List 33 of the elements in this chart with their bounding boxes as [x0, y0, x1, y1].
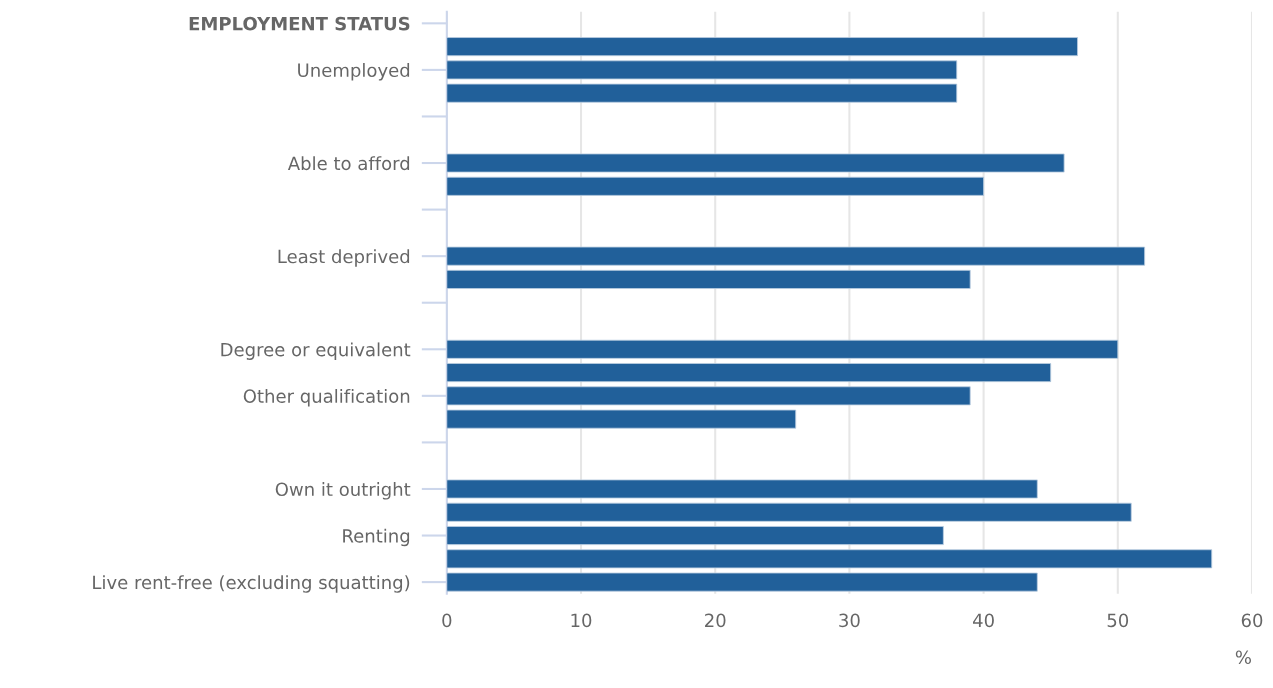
bar — [446, 339, 1119, 359]
bar — [446, 37, 1078, 57]
y-tick-label: Unemployed — [298, 63, 410, 81]
x-tick-label: 60 — [1241, 613, 1263, 628]
bar — [446, 502, 1132, 522]
bar — [446, 572, 1038, 592]
x-axis-title: % — [1235, 650, 1251, 665]
x-tick-label: 10 — [571, 613, 592, 628]
y-tick-label: Live rent-free (excluding squatting) — [93, 575, 410, 593]
bar — [446, 386, 971, 406]
y-tick-label: Renting — [343, 528, 410, 547]
x-tick-label: 30 — [839, 613, 860, 628]
y-tick-label: Least deprived — [278, 249, 410, 267]
y-tick-label: Own it outright — [275, 482, 411, 500]
bar — [446, 363, 1052, 383]
x-tick-label: 0 — [442, 613, 452, 628]
y-tick-label: Other qualification — [243, 388, 410, 407]
x-tick-label: 50 — [1107, 613, 1129, 628]
bar — [446, 269, 971, 289]
x-tick-label: 20 — [705, 613, 726, 628]
x-tick-label: 40 — [973, 613, 994, 628]
bar — [446, 83, 958, 103]
bar — [446, 176, 985, 196]
y-tick-label: EMPLOYMENT STATUS — [189, 16, 410, 31]
bar — [446, 246, 1146, 266]
y-tick-label: Degree or equivalent — [221, 342, 411, 360]
bar — [446, 549, 1213, 569]
bar — [446, 526, 944, 546]
bar — [446, 479, 1038, 499]
bar — [446, 153, 1065, 173]
y-tick-label: Able to afford — [287, 156, 410, 171]
bar — [446, 409, 797, 429]
bar — [446, 60, 958, 80]
